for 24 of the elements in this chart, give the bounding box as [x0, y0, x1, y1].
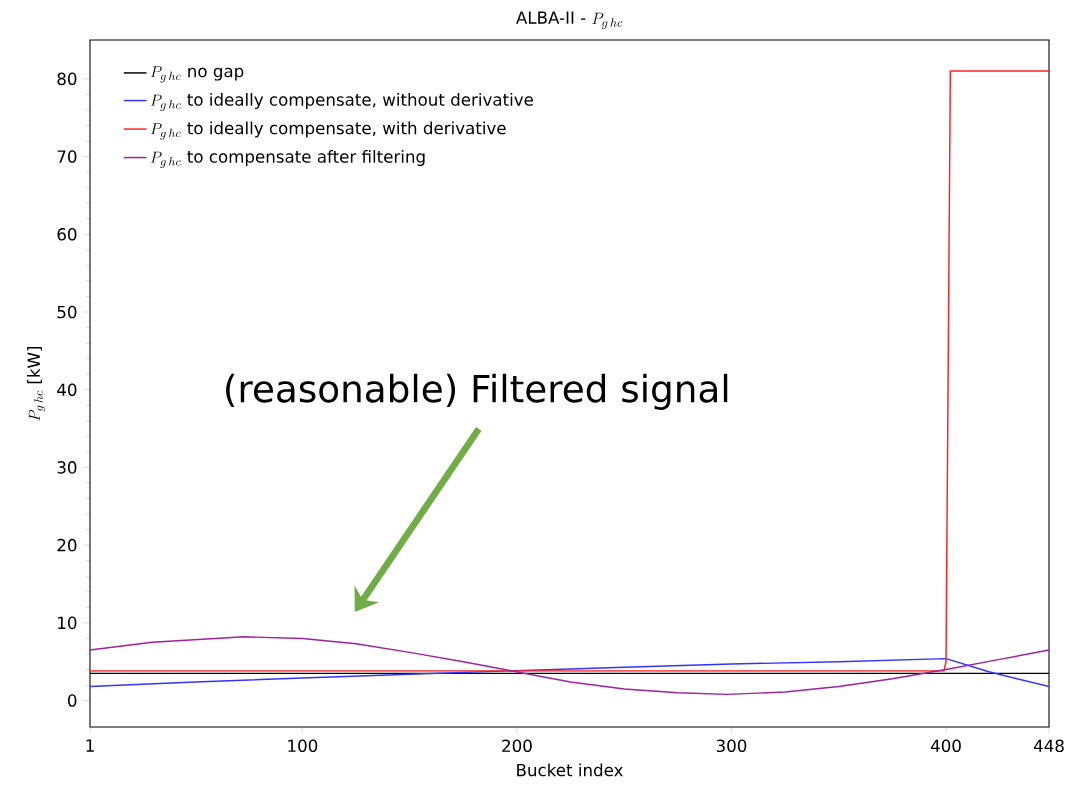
y-tick-label: 50	[57, 305, 77, 319]
x-tick-label: 1	[86, 739, 94, 752]
x-tick-label: 100	[288, 739, 318, 753]
line-series	[90, 657, 1050, 688]
y-tick-label: 20	[57, 538, 77, 552]
y-tick-label: 80	[57, 72, 77, 86]
y-tick-label: 30	[57, 461, 77, 474]
x-axis-title: Bucket index	[517, 763, 623, 777]
legend-label: $P_{g\,hc}\ \textrm{to ideally compensate, without derivative}$	[150, 92, 533, 111]
x-tick-label: 448	[1033, 739, 1064, 753]
legend-label: $P_{g\,hc}\ \textrm{no gap}$	[150, 66, 244, 83]
y-axis-title: $P_{g\,hc}\ \textrm{[kW]}$	[27, 346, 46, 421]
y-tick-label: 70	[57, 150, 77, 163]
x-tick-label: 200	[502, 739, 532, 753]
chart-title: $\textrm{ALBA-II - }P_{g\,hc}$	[516, 11, 623, 29]
x-tick-label: 400	[930, 739, 961, 753]
y-tick-label: 60	[57, 227, 77, 241]
annotation: (reasonable) Filtered signal	[226, 373, 728, 410]
legend-label: $P_{g\,hc}\ \textrm{to compensate after filtering}$	[150, 149, 425, 168]
legend-label: $P_{g\,hc}\ \textrm{to ideally compensate, with derivative}$	[150, 121, 506, 140]
y-tick-label: 0	[68, 694, 77, 707]
x-tick-label: 300	[716, 739, 747, 753]
y-tick-label: 10	[58, 616, 77, 630]
y-tick-label: 40	[57, 383, 77, 397]
